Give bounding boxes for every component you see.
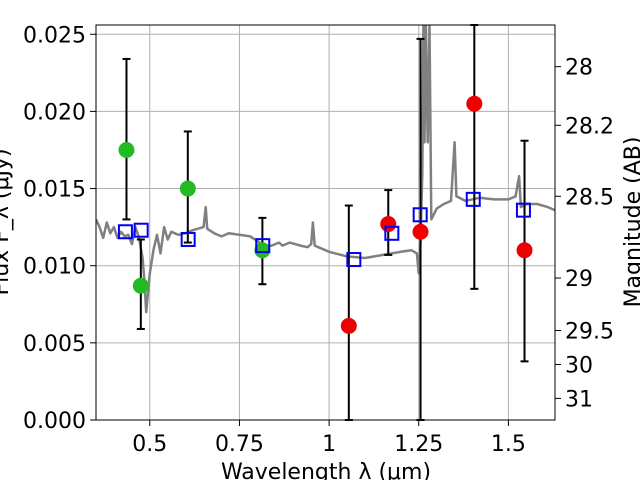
right-tick-label: 31 (565, 387, 593, 412)
errorbar-layer (122, 24, 529, 421)
green-point (179, 180, 196, 197)
green-point (254, 242, 271, 259)
x-tick-label: 1.5 (491, 432, 526, 457)
model-square (346, 252, 362, 268)
model-square (515, 202, 531, 218)
model-square (117, 224, 133, 240)
red-point (516, 242, 533, 259)
right-tick-label: 28.5 (565, 185, 614, 210)
right-tick-label: 28 (565, 56, 593, 81)
grid-layer (96, 25, 555, 421)
spectrum-layer (96, 25, 555, 314)
right-axis-label: Magnitude (AB) (621, 137, 640, 308)
y-ticks: 0.000 0.005 0.010 0.015 0.020 0.025 (23, 23, 96, 434)
right-tick-label: 30 (565, 353, 593, 378)
green-point (118, 141, 135, 158)
spectrum-line (96, 25, 555, 314)
y-tick-label: 0.010 (23, 255, 86, 280)
right-ticks: 28 28.2 28.5 29 29.5 30 31 (555, 56, 614, 412)
model-square (465, 191, 481, 207)
model-square (255, 238, 271, 254)
x-tick-label: 1 (322, 432, 336, 457)
y-tick-label: 0.000 (23, 409, 86, 434)
x-axis-label: Wavelength λ (μm) (221, 460, 431, 480)
model-square (384, 225, 400, 241)
plot-frame (95, 24, 556, 421)
green-point (132, 277, 149, 294)
y-tick-label: 0.005 (23, 332, 86, 357)
y-tick-label: 0.015 (23, 178, 86, 203)
model-square (412, 207, 428, 223)
x-tick-label: 0.5 (132, 432, 167, 457)
x-tick-label: 1.25 (394, 432, 443, 457)
red-point (412, 223, 429, 240)
y-axis-label: Flux F_λ (μJy) (0, 148, 14, 295)
y-tick-label: 0.020 (23, 100, 86, 125)
x-ticks: 0.5 0.75 1 1.25 1.5 (132, 420, 526, 457)
red-point (380, 216, 397, 233)
x-tick-label: 0.75 (215, 432, 264, 457)
model-square (180, 231, 196, 247)
red-point (466, 95, 483, 112)
right-tick-label: 29 (565, 267, 593, 292)
right-tick-label: 28.2 (565, 114, 614, 139)
y-tick-label: 0.025 (23, 23, 86, 48)
model-square (133, 222, 149, 238)
marker-layer (117, 95, 533, 334)
right-tick-label: 29.5 (565, 320, 614, 345)
red-point (340, 317, 357, 334)
